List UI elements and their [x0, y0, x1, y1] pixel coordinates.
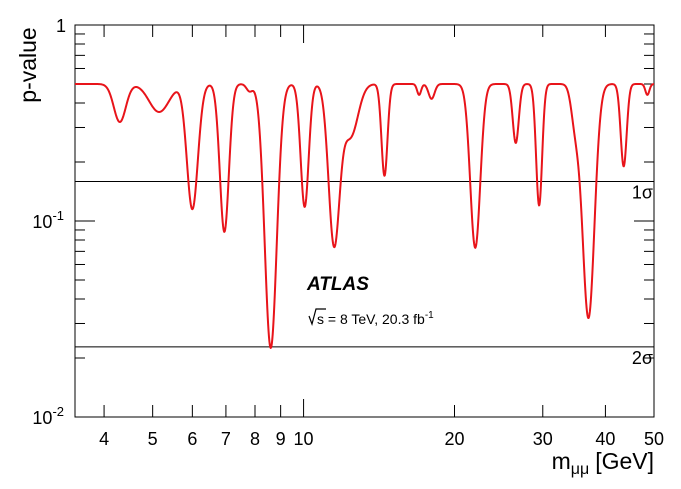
- x-tick-label-7: 7: [221, 429, 231, 449]
- x-tick-label-4: 4: [99, 429, 109, 449]
- x-tick-label-50: 50: [644, 429, 664, 449]
- x-tick-label-20: 20: [444, 429, 464, 449]
- sqrt-s-text: s: [317, 311, 324, 327]
- y-tick-label-1: 10-1: [32, 208, 64, 232]
- x-tick-label-5: 5: [148, 429, 158, 449]
- x-tick-label-10: 10: [294, 429, 314, 449]
- y-tick-label-2: 10-2: [32, 404, 64, 428]
- x-tick-label-8: 8: [250, 429, 260, 449]
- x-tick-label-30: 30: [533, 429, 553, 449]
- x-axis-label-main: m: [552, 448, 571, 474]
- energy-annotation: s = 8 TeV, 20.3 fb-1: [308, 308, 434, 327]
- plot-frame: [74, 24, 655, 418]
- x-axis-label: mμμ [GeV]: [552, 448, 654, 478]
- y-tick-label-0: 1: [56, 16, 66, 36]
- x-tick-label-9: 9: [276, 429, 286, 449]
- reference-label-1: 1σ: [632, 183, 653, 203]
- axis-ticks: [75, 25, 655, 418]
- reference-label-2: 2σ: [632, 348, 653, 368]
- atlas-label: ATLAS: [306, 274, 369, 295]
- x-tick-label-6: 6: [187, 429, 197, 449]
- sqrt-symbol: [308, 308, 326, 326]
- y-tick-labels: 1 10-1 10-2: [32, 16, 66, 428]
- energy-text: s = 8 TeV, 20.3 fb-1: [317, 310, 434, 327]
- x-tick-labels: 4 5 6 7 8 9 10 20 30 40 50: [99, 429, 664, 449]
- x-tick-label-40: 40: [595, 429, 615, 449]
- x-axis-label-sub: μμ: [571, 461, 589, 478]
- series-line: [74, 83, 655, 349]
- x-axis-label-unit: [GeV]: [595, 448, 654, 474]
- plot-frame-group: [74, 24, 655, 418]
- reference-lines: 1σ 2σ: [75, 181, 654, 368]
- y-axis-label: p-value: [15, 27, 41, 102]
- lumi-exponent: -1: [425, 310, 434, 321]
- energy-value-text: = 8 TeV, 20.3 fb: [324, 311, 425, 327]
